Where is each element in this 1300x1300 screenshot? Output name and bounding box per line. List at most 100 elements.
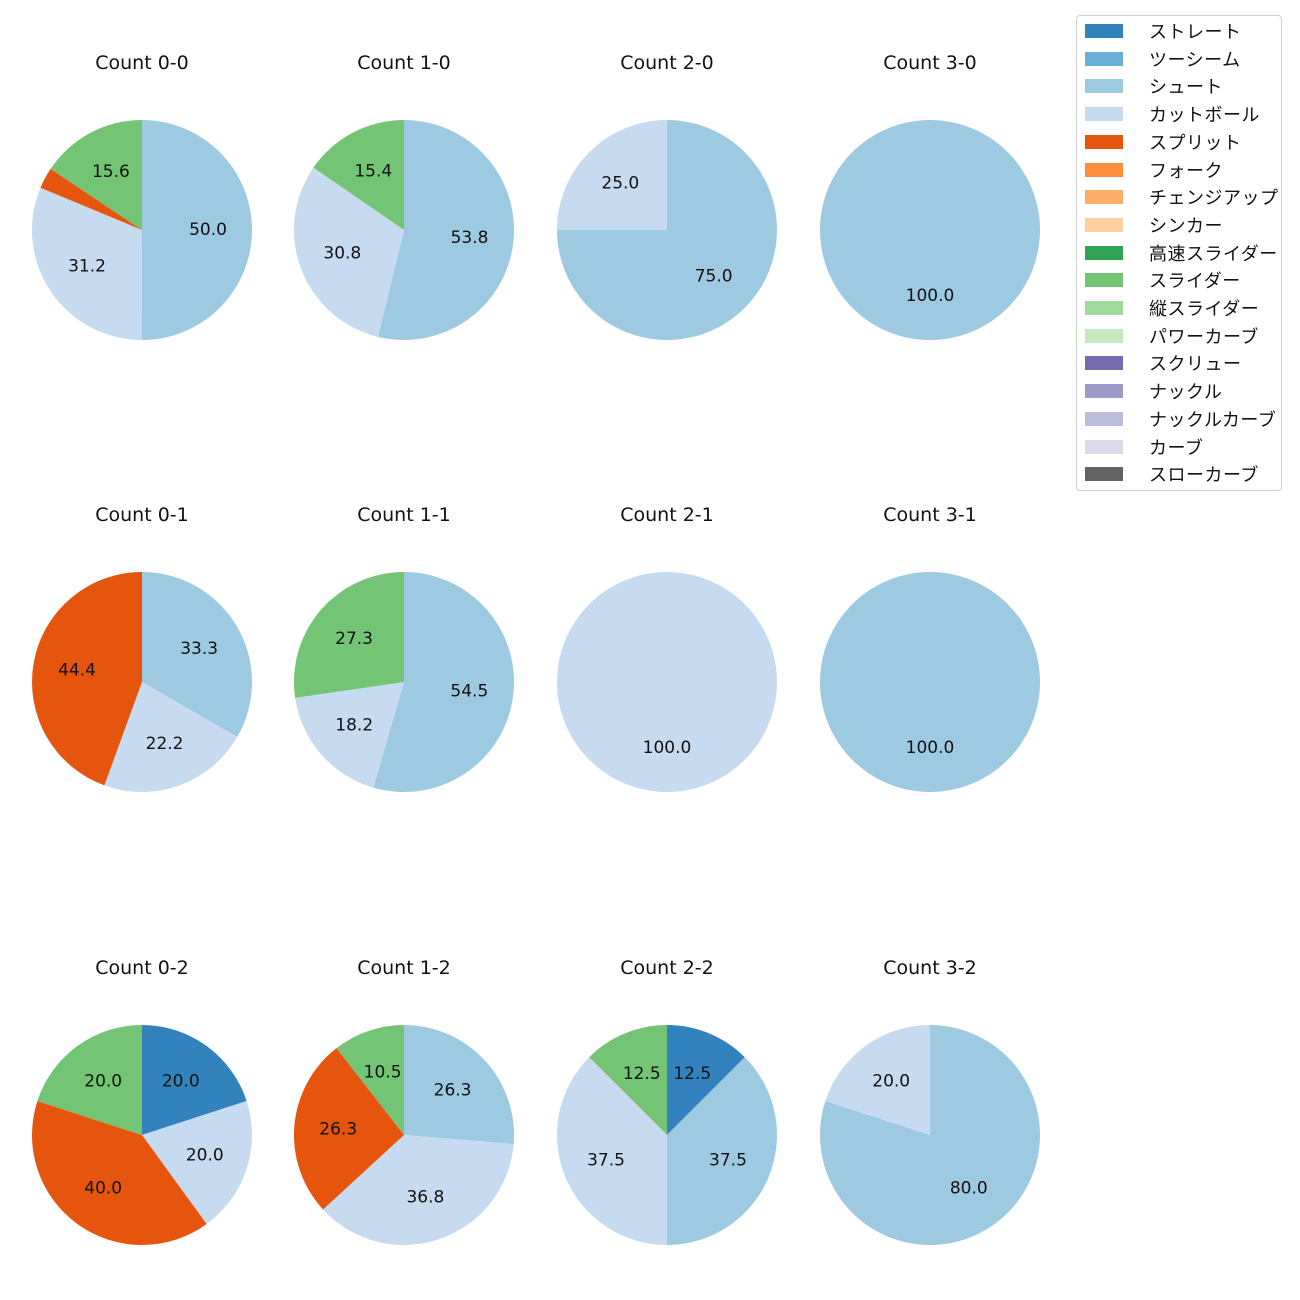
pie-slice bbox=[141, 120, 253, 340]
slice-label: 18.2 bbox=[335, 715, 373, 735]
legend-label: シンカー bbox=[1149, 215, 1223, 237]
legend-item: スプリット bbox=[1085, 132, 1242, 154]
pie-title: Count 0-1 bbox=[95, 504, 189, 526]
pie-count-2-0: Count 2-0 75.0 25.0 bbox=[557, 52, 777, 340]
pie-slice bbox=[294, 1048, 404, 1210]
pie-slice bbox=[820, 120, 1040, 340]
legend-label: チェンジアップ bbox=[1149, 188, 1279, 210]
legend-label: ツーシーム bbox=[1149, 49, 1241, 71]
legend-label: 高速スライダー bbox=[1149, 243, 1278, 265]
pie-count-3-2: Count 3-2 80.0 20.0 bbox=[819, 957, 1040, 1245]
legend-item: ナックルカーブ bbox=[1085, 409, 1277, 431]
legend-swatch bbox=[1085, 328, 1123, 343]
slice-label: 20.0 bbox=[84, 1072, 122, 1092]
legend-swatch bbox=[1085, 356, 1123, 371]
legend-label: 縦スライダー bbox=[1149, 299, 1260, 320]
pie-slice bbox=[377, 120, 514, 340]
slice-label: 20.0 bbox=[186, 1145, 224, 1165]
legend: ストレートツーシームシュートカットボール スプリットフォークチェンジアップ シンカー… bbox=[1076, 15, 1282, 491]
pie-count-0-1: Count 0-1 33.3 22.2 44.4 bbox=[31, 504, 252, 792]
slice-label: 22.2 bbox=[146, 734, 184, 754]
slice-label: 12.5 bbox=[623, 1064, 661, 1084]
legend-swatch bbox=[1085, 190, 1123, 205]
pie-slice bbox=[142, 1101, 252, 1224]
legend-label: フォーク bbox=[1149, 160, 1223, 182]
legend-swatch bbox=[1085, 162, 1123, 177]
legend-item: スローカーブ bbox=[1085, 464, 1259, 487]
legend-swatch bbox=[1085, 301, 1123, 315]
pie-slice bbox=[294, 572, 404, 698]
slice-label: 36.8 bbox=[406, 1187, 444, 1207]
pie-slice bbox=[819, 1025, 1040, 1245]
legend-item: ストレート bbox=[1085, 21, 1242, 43]
legend-label: スクリュー bbox=[1149, 354, 1242, 376]
pie-count-0-0: Count 0-0 50.0 31.2 15.6 bbox=[31, 52, 253, 340]
pie-title: Count 1-1 bbox=[357, 504, 451, 526]
pie-slice bbox=[557, 120, 667, 230]
legend-label: カーブ bbox=[1149, 437, 1204, 459]
legend-item: 縦スライダー bbox=[1085, 298, 1260, 320]
legend-label: スローカーブ bbox=[1149, 465, 1259, 487]
slice-label: 54.5 bbox=[450, 681, 488, 701]
legend-label: スライダー bbox=[1149, 271, 1241, 293]
pie-title: Count 2-0 bbox=[620, 52, 714, 74]
legend-item: カットボール bbox=[1085, 104, 1260, 126]
legend-item: パワーカーブ bbox=[1085, 326, 1259, 348]
slice-label: 15.6 bbox=[92, 162, 130, 182]
slice-label: 37.5 bbox=[709, 1150, 747, 1170]
slice-label: 26.3 bbox=[434, 1080, 472, 1100]
pie-slice bbox=[104, 682, 238, 792]
slice-label: 30.8 bbox=[323, 244, 361, 264]
slice-label: 100.0 bbox=[906, 286, 955, 306]
pie-slice bbox=[589, 1025, 667, 1135]
pie-slice bbox=[336, 1025, 404, 1135]
slice-label: 50.0 bbox=[189, 220, 227, 240]
slice-label: 33.3 bbox=[180, 639, 218, 659]
legend-label: ナックルカーブ bbox=[1149, 409, 1277, 431]
slice-label: 20.0 bbox=[162, 1072, 200, 1092]
legend-swatch bbox=[1085, 51, 1123, 66]
legend-item: ツーシーム bbox=[1085, 49, 1241, 71]
slice-label: 27.3 bbox=[335, 629, 373, 649]
pie-slice bbox=[295, 682, 404, 788]
pie-count-1-1: Count 1-1 54.5 18.2 27.3 bbox=[294, 504, 514, 792]
slice-label: 100.0 bbox=[906, 738, 955, 758]
slice-label: 25.0 bbox=[601, 173, 639, 193]
slice-label: 20.0 bbox=[872, 1072, 910, 1092]
slice-label: 37.5 bbox=[587, 1150, 625, 1170]
pie-slice bbox=[373, 572, 514, 792]
legend-item: シュート bbox=[1085, 76, 1223, 99]
legend-label: ナックル bbox=[1149, 382, 1223, 404]
pie-slice bbox=[50, 120, 142, 230]
legend-swatch bbox=[1085, 439, 1123, 454]
legend-swatch bbox=[1085, 273, 1123, 288]
pie-title: Count 2-1 bbox=[620, 504, 714, 526]
slice-label: 31.2 bbox=[68, 257, 106, 277]
pie-count-0-2: Count 0-2 20.0 20.0 40.0 20.0 bbox=[32, 957, 252, 1245]
legend-swatch bbox=[1085, 134, 1123, 149]
pie-slice bbox=[557, 1057, 667, 1245]
legend-label: パワーカーブ bbox=[1149, 326, 1259, 348]
pie-title: Count 0-2 bbox=[95, 957, 189, 979]
legend-swatch bbox=[1085, 245, 1123, 260]
pie-count-1-0: Count 1-0 53.8 30.8 15.4 bbox=[293, 52, 514, 340]
slice-label: 44.4 bbox=[58, 661, 96, 681]
pie-count-2-1: Count 2-1 100.0 bbox=[557, 504, 777, 792]
legend-swatch bbox=[1085, 411, 1123, 426]
legend-label: シュート bbox=[1149, 77, 1223, 99]
pie-slice bbox=[31, 187, 142, 340]
legend-item: スライダー bbox=[1085, 270, 1241, 293]
pie-count-1-2: Count 1-2 26.3 36.8 26.3 10.5 bbox=[294, 957, 514, 1245]
pie-count-3-0: Count 3-0 100.0 bbox=[820, 52, 1040, 340]
legend-item: チェンジアップ bbox=[1085, 187, 1279, 210]
legend-swatch bbox=[1085, 107, 1123, 122]
pie-slice bbox=[37, 1025, 142, 1135]
pie-slice bbox=[667, 1057, 777, 1245]
pie-count-2-2: Count 2-2 12.5 37.5 37.5 12.5 bbox=[557, 957, 777, 1245]
slice-label: 15.4 bbox=[354, 162, 392, 182]
slice-label: 53.8 bbox=[451, 228, 489, 248]
pie-slice bbox=[323, 1135, 514, 1245]
pie-slice bbox=[313, 120, 404, 230]
legend-swatch bbox=[1085, 384, 1123, 399]
slice-label: 26.3 bbox=[319, 1120, 357, 1140]
